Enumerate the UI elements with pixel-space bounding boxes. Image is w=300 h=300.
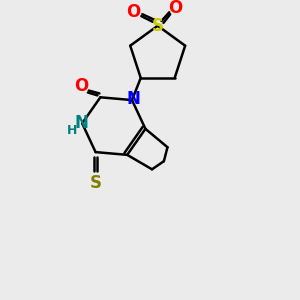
Text: N: N xyxy=(74,114,88,132)
Text: H: H xyxy=(67,124,78,136)
Text: O: O xyxy=(74,77,88,95)
Text: O: O xyxy=(168,0,182,17)
Text: O: O xyxy=(127,3,141,21)
Text: S: S xyxy=(90,174,102,192)
Text: S: S xyxy=(152,17,164,35)
Text: N: N xyxy=(126,90,140,108)
